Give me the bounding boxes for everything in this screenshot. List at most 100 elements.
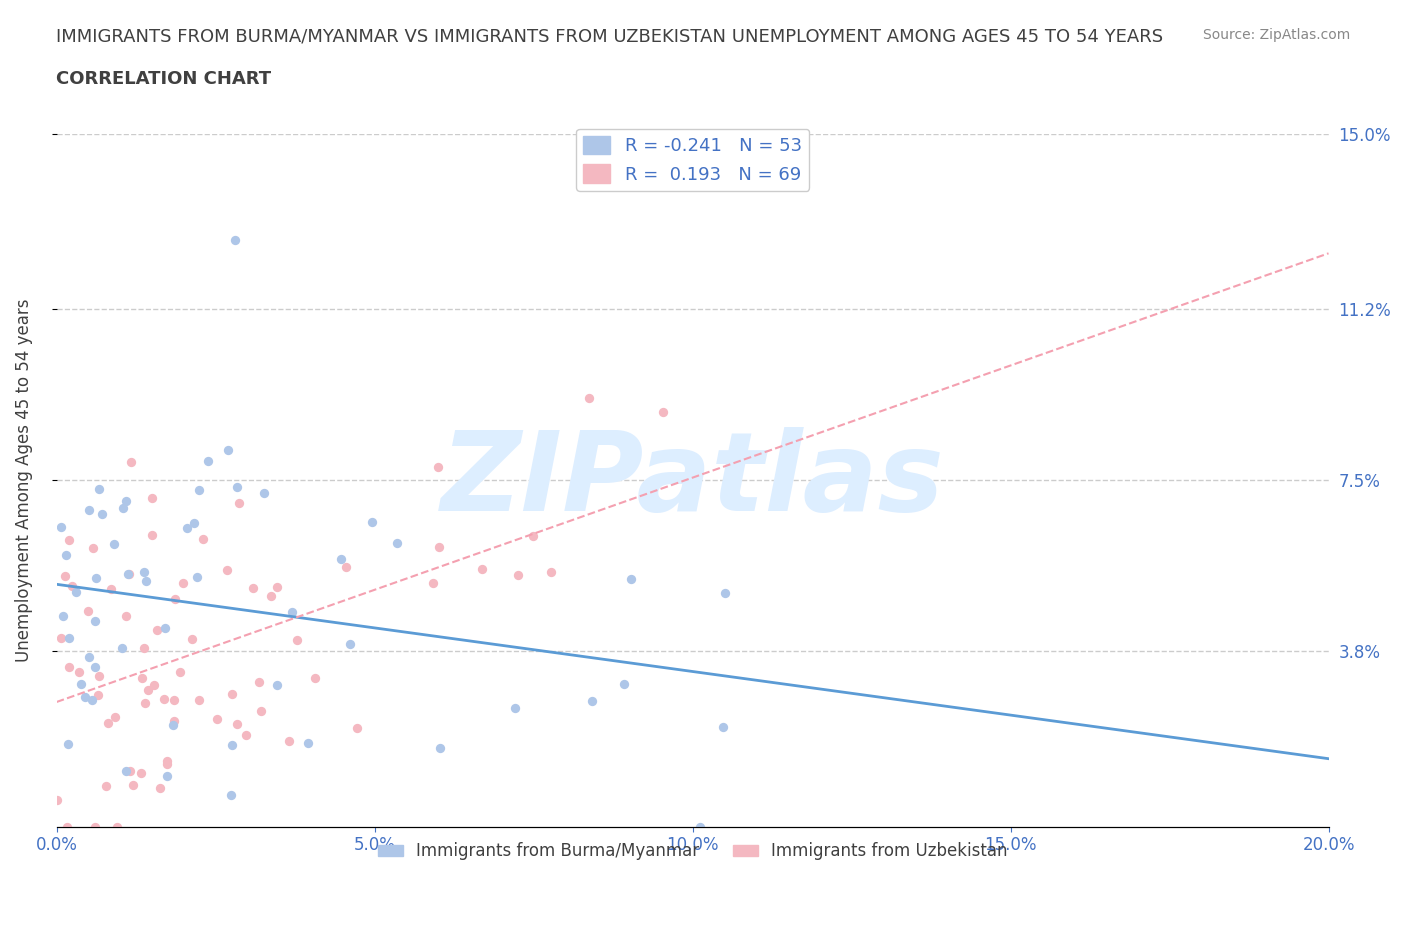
Point <box>266 677 288 692</box>
Point <box>77 502 100 517</box>
Point <box>427 540 450 555</box>
Point <box>197 453 219 468</box>
Point <box>689 819 711 834</box>
Point <box>87 688 110 703</box>
Point <box>163 693 186 708</box>
Point <box>247 674 270 689</box>
Point <box>83 613 105 628</box>
Point <box>134 696 156 711</box>
Point <box>49 631 72 645</box>
Point <box>143 677 166 692</box>
Point <box>56 819 79 834</box>
Point <box>156 756 179 771</box>
Text: CORRELATION CHART: CORRELATION CHART <box>56 70 271 87</box>
Y-axis label: Unemployment Among Ages 45 to 54 years: Unemployment Among Ages 45 to 54 years <box>15 299 32 662</box>
Point <box>45 792 67 807</box>
Point <box>67 665 90 680</box>
Point <box>219 788 242 803</box>
Point <box>297 735 319 750</box>
Point <box>620 572 643 587</box>
Point <box>304 671 326 686</box>
Text: Source: ZipAtlas.com: Source: ZipAtlas.com <box>1202 28 1350 42</box>
Point <box>111 500 134 515</box>
Point <box>613 676 636 691</box>
Point <box>205 711 228 726</box>
Point <box>82 693 104 708</box>
Point <box>266 580 288 595</box>
Point <box>120 764 142 778</box>
Point <box>221 737 243 752</box>
Point <box>114 764 136 778</box>
Point <box>280 604 302 619</box>
Point <box>58 532 80 547</box>
Point <box>135 573 157 588</box>
Point <box>52 609 75 624</box>
Point <box>156 768 179 783</box>
Point <box>96 778 118 793</box>
Point <box>56 737 79 751</box>
Point <box>506 567 529 582</box>
Point <box>82 540 104 555</box>
Point <box>55 548 77 563</box>
Point <box>581 694 603 709</box>
Point <box>224 233 246 248</box>
Point <box>578 391 600 405</box>
Point <box>131 765 153 780</box>
Point <box>346 720 368 735</box>
Point <box>149 780 172 795</box>
Point <box>228 496 250 511</box>
Point <box>187 483 209 498</box>
Point <box>132 641 155 656</box>
Point <box>422 576 444 591</box>
Point <box>253 485 276 500</box>
Point <box>83 819 105 834</box>
Text: ZIPatlas: ZIPatlas <box>440 427 945 534</box>
Point <box>65 585 87 600</box>
Point <box>503 701 526 716</box>
Point <box>100 581 122 596</box>
Point <box>330 551 353 566</box>
Point <box>77 649 100 664</box>
Point <box>426 459 449 474</box>
Point <box>215 563 238 578</box>
Point <box>169 665 191 680</box>
Point <box>75 689 97 704</box>
Point <box>226 479 249 494</box>
Point <box>138 683 160 698</box>
Point <box>714 585 737 600</box>
Point <box>146 622 169 637</box>
Point <box>141 490 163 505</box>
Point <box>91 507 114 522</box>
Point <box>188 693 211 708</box>
Point <box>132 565 155 579</box>
Point <box>183 516 205 531</box>
Point <box>70 676 93 691</box>
Point <box>260 588 283 603</box>
Point <box>250 704 273 719</box>
Point <box>121 777 143 792</box>
Point <box>49 520 72 535</box>
Point <box>153 620 176 635</box>
Point <box>429 740 451 755</box>
Point <box>104 710 127 724</box>
Point <box>60 578 83 593</box>
Point <box>118 566 141 581</box>
Point <box>111 640 134 655</box>
Point <box>172 576 194 591</box>
Point <box>117 566 139 581</box>
Point <box>162 718 184 733</box>
Point <box>335 559 357 574</box>
Point <box>285 632 308 647</box>
Point <box>226 716 249 731</box>
Text: IMMIGRANTS FROM BURMA/MYANMAR VS IMMIGRANTS FROM UZBEKISTAN UNEMPLOYMENT AMONG A: IMMIGRANTS FROM BURMA/MYANMAR VS IMMIGRA… <box>56 28 1163 46</box>
Point <box>58 631 80 645</box>
Point <box>120 455 142 470</box>
Point <box>471 561 494 576</box>
Point <box>84 660 107 675</box>
Point <box>53 569 76 584</box>
Point <box>105 819 128 834</box>
Legend: Immigrants from Burma/Myanmar, Immigrants from Uzbekistan: Immigrants from Burma/Myanmar, Immigrant… <box>371 835 1014 867</box>
Point <box>278 734 301 749</box>
Point <box>114 609 136 624</box>
Point <box>153 692 176 707</box>
